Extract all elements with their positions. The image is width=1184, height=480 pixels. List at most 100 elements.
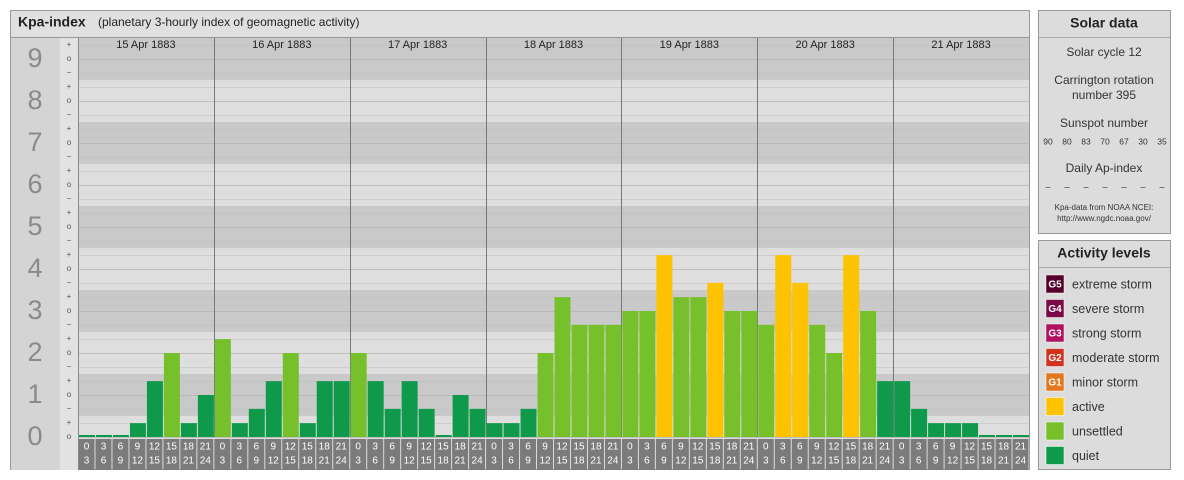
slot-start: 6 [389, 442, 395, 453]
slot-end: 18 [981, 456, 993, 467]
slot-box [638, 439, 655, 470]
slot-box [672, 439, 689, 470]
slot-box [944, 439, 961, 470]
bar [996, 435, 1013, 437]
ap-value: – [1121, 181, 1126, 191]
slot-end: 18 [166, 456, 178, 467]
slot-box [723, 439, 740, 470]
slot-box [265, 439, 282, 470]
slot-end: 3 [84, 456, 90, 467]
slot-end: 15 [692, 456, 704, 467]
slot-end: 24 [336, 456, 348, 467]
slot-end: 3 [899, 456, 905, 467]
slot-start: 0 [627, 442, 633, 453]
slot-end: 15 [421, 456, 433, 467]
sublevel-label: o [67, 138, 72, 147]
slot-end: 6 [508, 456, 514, 467]
slot-box [384, 439, 401, 470]
legend-badge: G2 [1048, 353, 1062, 364]
bar [214, 339, 231, 437]
legend-swatch [1045, 372, 1065, 392]
slot-end: 24 [879, 456, 891, 467]
bar [248, 408, 265, 437]
slot-box [435, 439, 452, 470]
bar [741, 311, 758, 437]
panel-title: Solar data [1070, 15, 1138, 31]
slot-start: 18 [455, 442, 467, 453]
slot-box [706, 439, 723, 470]
legend-swatch [1045, 421, 1065, 441]
slot-box [995, 439, 1012, 470]
slot-box [554, 439, 570, 470]
slot-box [452, 439, 469, 470]
bar [384, 408, 401, 437]
sublevel-label: o [67, 306, 72, 315]
slot-start: 15 [438, 442, 450, 453]
bar [95, 435, 112, 437]
legend-badge: G4 [1048, 304, 1062, 315]
legend-label: quiet [1072, 449, 1100, 463]
slot-end: 24 [200, 456, 212, 467]
slot-start: 0 [84, 442, 90, 453]
subtitle: (planetary 3-hourly index of geomagnetic… [98, 15, 359, 29]
slot-end: 9 [661, 456, 667, 467]
bar [809, 324, 826, 437]
slot-end: 24 [472, 456, 484, 467]
slot-start: 15 [981, 442, 993, 453]
bar [690, 297, 707, 437]
legend-label: strong storm [1072, 326, 1141, 340]
slot-start: 15 [845, 442, 857, 453]
slot-start: 0 [899, 442, 905, 453]
slot-start: 12 [556, 442, 568, 453]
ap-value: – [1102, 181, 1107, 191]
bar [911, 408, 928, 437]
legend-badge: G1 [1048, 378, 1062, 389]
bar [656, 255, 673, 437]
y-tick-label: 9 [27, 43, 42, 73]
sublevel-label: + [67, 208, 72, 217]
y-tick-label: 3 [27, 295, 42, 325]
slot-end: 3 [763, 456, 769, 467]
bar [435, 435, 452, 437]
title: Kpa-index [18, 14, 86, 30]
slot-start: 9 [678, 442, 684, 453]
slot-start: 12 [964, 442, 976, 453]
slot-box [146, 439, 163, 470]
slot-start: 21 [1015, 442, 1027, 453]
slot-box [791, 439, 808, 470]
slot-start: 9 [271, 442, 277, 453]
info-text: Sunspot number [1060, 116, 1148, 130]
slot-start: 21 [607, 442, 619, 453]
slot-end: 12 [675, 456, 687, 467]
slot-box [1012, 439, 1029, 470]
slot-start: 0 [763, 442, 769, 453]
slot-end: 6 [372, 456, 378, 467]
sublevel-label: − [67, 152, 72, 161]
sublevel-label: − [67, 236, 72, 245]
legend-label: unsettled [1072, 424, 1123, 438]
slot-box [655, 439, 672, 470]
bar [826, 353, 843, 437]
slot-start: 15 [302, 442, 314, 453]
bar [962, 423, 979, 437]
sublevel-label: − [67, 68, 72, 77]
slot-start: 15 [573, 442, 585, 453]
day-label: 20 Apr 1883 [796, 39, 855, 51]
slot-start: 3 [508, 442, 514, 453]
slot-box [231, 439, 248, 470]
slot-box [95, 439, 112, 470]
slot-end: 6 [101, 456, 107, 467]
slot-start: 12 [149, 442, 161, 453]
slot-box [316, 439, 333, 470]
day-label: 16 Apr 1883 [252, 39, 311, 51]
slot-box [927, 439, 944, 470]
slot-box [876, 439, 893, 470]
slot-start: 18 [862, 442, 874, 453]
info-text: Solar cycle 12 [1066, 45, 1142, 59]
slot-box [893, 439, 910, 470]
slot-box [621, 439, 638, 470]
slot-box [418, 439, 435, 470]
slot-box [520, 439, 537, 470]
bar [418, 408, 435, 437]
